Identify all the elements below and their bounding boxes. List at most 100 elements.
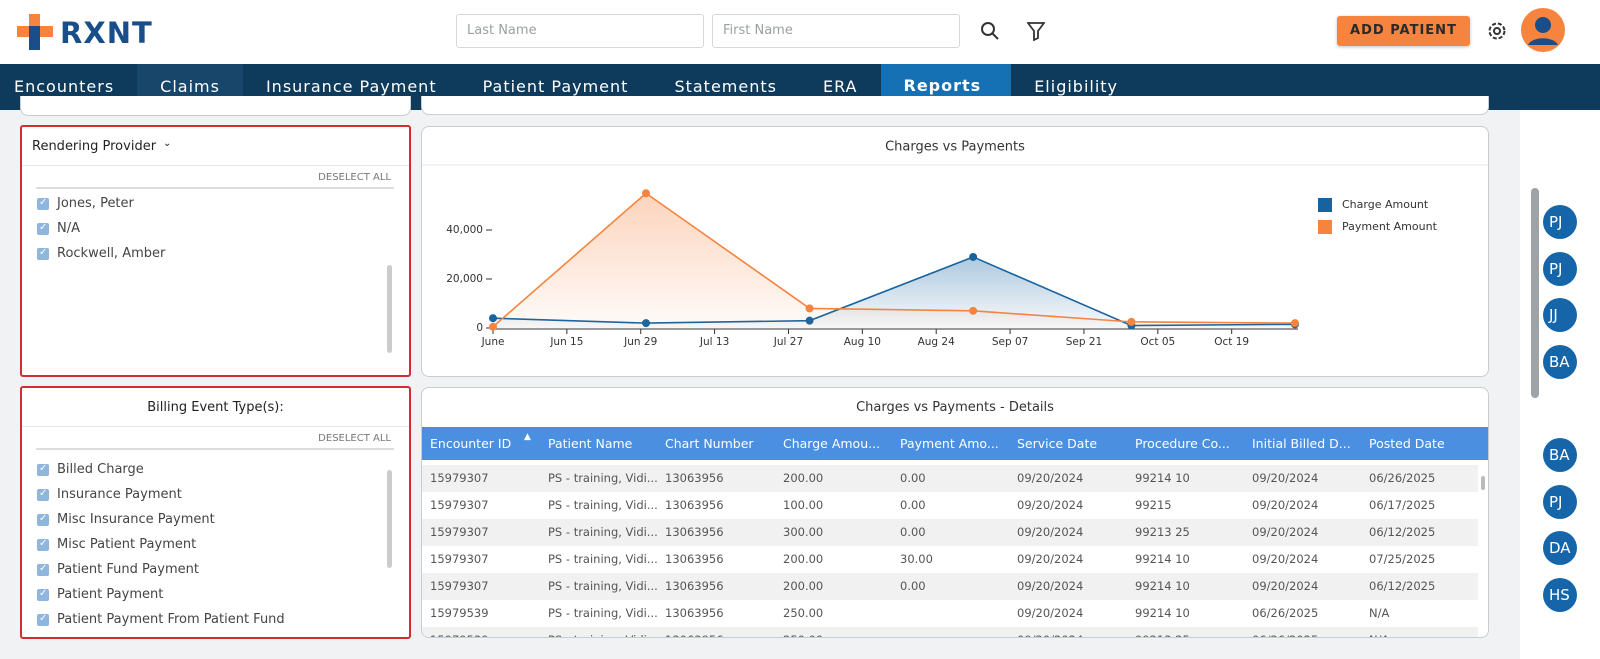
table-cell: 09/20/2024 [1017, 492, 1083, 519]
chart-title: Charges vs Payments [885, 140, 1025, 155]
provider-filter: Rendering Provider ⌄ DESELECT ALL Jones,… [20, 125, 411, 377]
y-tick-label: 40,000 [446, 224, 483, 236]
sort-icon[interactable]: ▲ [524, 421, 531, 454]
checkbox[interactable] [37, 248, 49, 260]
table-cell: 06/26/2025 [1252, 600, 1318, 627]
user-avatar[interactable] [1520, 7, 1566, 53]
table-cell: 0.00 [900, 573, 926, 600]
table-cell: 13063956 [665, 519, 724, 546]
column-header[interactable]: Chart Number [665, 427, 754, 460]
avatar[interactable]: DA [1543, 531, 1577, 565]
table-row[interactable]: 15979307PS - training, Vidi...1306395620… [422, 546, 1478, 573]
table-cell: 09/20/2024 [1252, 465, 1318, 492]
table-cell: 0.00 [900, 465, 926, 492]
table-cell: 06/12/2025 [1369, 519, 1435, 546]
checkbox-item[interactable]: Patient Fund Payment [37, 557, 285, 582]
point [1291, 319, 1299, 327]
checkbox-item[interactable]: Patient Payment [37, 582, 285, 607]
table-title: Charges vs Payments - Details [422, 400, 1488, 415]
deselect-all[interactable]: DESELECT ALL [318, 172, 391, 183]
checkbox-label: Misc Patient Payment [57, 537, 196, 552]
avatar[interactable]: BA [1543, 345, 1577, 379]
sidebar-scrollbar[interactable] [1531, 188, 1539, 398]
first-name-input[interactable]: First Name [712, 14, 960, 48]
table-cell: 99213 25 [1135, 627, 1190, 637]
avatar[interactable]: BA [1543, 438, 1577, 472]
table-row[interactable]: 15979307PS - training, Vidi...1306395630… [422, 519, 1478, 546]
deselect-all[interactable]: DESELECT ALL [318, 433, 391, 444]
search-icon[interactable] [980, 21, 1000, 41]
checkbox-item[interactable]: Misc Patient Payment [37, 532, 285, 557]
x-tick-label: Jul 27 [773, 336, 803, 348]
checkbox-item[interactable]: Rockwell, Amber [37, 241, 165, 266]
table-row[interactable]: 15979307PS - training, Vidi...1306395620… [422, 573, 1478, 600]
checkbox[interactable] [37, 464, 49, 476]
scrollbar[interactable] [1481, 476, 1485, 490]
table-cell: 15979539 [430, 627, 489, 637]
column-header[interactable]: Service Date [1017, 427, 1097, 460]
table-cell: 15979307 [430, 573, 489, 600]
dropdown-caret[interactable]: ⌄ [163, 138, 171, 149]
table-cell: 200.00 [783, 546, 823, 573]
table-row[interactable]: 15979307PS - training, Vidi...1306395610… [422, 492, 1478, 519]
checkbox-item[interactable]: Insurance Payment [37, 482, 285, 507]
avatar[interactable]: PJ [1543, 205, 1577, 239]
table-cell: 15979539 [430, 600, 489, 627]
avatar[interactable]: PJ [1543, 485, 1577, 519]
column-header[interactable]: Encounter ID [430, 427, 511, 460]
sidebar [1520, 110, 1600, 659]
table-cell: PS - training, Vidi... [548, 600, 658, 627]
checkbox[interactable] [37, 198, 49, 210]
table-cell: 250.00 [783, 600, 823, 627]
checkbox-item[interactable]: N/A [37, 216, 165, 241]
x-tick-label: Jun 15 [549, 336, 583, 348]
column-header[interactable]: Payment Amo... [900, 427, 999, 460]
column-header[interactable]: Patient Name [548, 427, 632, 460]
last-name-input[interactable]: Last Name [456, 14, 704, 48]
checkbox-item[interactable]: Billed Charge [37, 457, 285, 482]
checkbox-item[interactable]: Patient Payment From Patient Fund [37, 607, 285, 632]
filter-title[interactable]: Rendering Provider [32, 139, 156, 154]
checkbox[interactable] [37, 589, 49, 601]
checkbox[interactable] [37, 564, 49, 576]
x-tick-label: Jul 13 [699, 336, 729, 348]
column-header[interactable]: Posted Date [1369, 427, 1445, 460]
scrollbar[interactable] [387, 470, 392, 568]
x-tick-label: Oct 05 [1140, 336, 1175, 348]
checkbox[interactable] [37, 539, 49, 551]
table-cell: 06/17/2025 [1369, 492, 1435, 519]
filter-icon[interactable] [1027, 21, 1045, 41]
table-cell: 09/20/2024 [1017, 546, 1083, 573]
table-cell: 15979307 [430, 492, 489, 519]
point [1127, 318, 1135, 326]
point [806, 304, 814, 312]
checkbox[interactable] [37, 514, 49, 526]
table-cell: 99214 10 [1135, 600, 1190, 627]
table-cell: 30.00 [900, 546, 933, 573]
avatar[interactable]: JJ [1543, 298, 1577, 332]
table-row[interactable]: 15979539PS - training, Vidi...1306395625… [422, 600, 1478, 627]
checkbox[interactable] [37, 489, 49, 501]
table-cell: PS - training, Vidi... [548, 465, 658, 492]
table-row[interactable]: 15979307PS - training, Vidi...1306395620… [422, 465, 1478, 492]
checkbox-item[interactable]: Misc Insurance Payment [37, 507, 285, 532]
checkbox[interactable] [37, 614, 49, 626]
legend-swatch [1318, 220, 1332, 234]
table-cell: 13063956 [665, 465, 724, 492]
avatar[interactable]: HS [1543, 578, 1577, 612]
add-patient-button[interactable]: ADD PATIENT [1337, 16, 1470, 46]
checkbox-label: N/A [57, 221, 80, 236]
checkbox-label: Rockwell, Amber [57, 246, 165, 261]
logo: RXNT [60, 16, 153, 50]
checkbox-item[interactable]: Jones, Peter [37, 191, 165, 216]
column-header[interactable]: Procedure Co... [1135, 427, 1230, 460]
column-header[interactable]: Charge Amou... [783, 427, 880, 460]
avatar[interactable]: PJ [1543, 252, 1577, 286]
column-header[interactable]: Initial Billed D... [1252, 427, 1351, 460]
point [489, 314, 497, 322]
table-row[interactable]: 15979539PS - training, Vidi...1306395625… [422, 627, 1478, 637]
settings-icon[interactable] [1486, 20, 1508, 42]
checkbox[interactable] [37, 223, 49, 235]
table-cell: 15979307 [430, 465, 489, 492]
scrollbar[interactable] [387, 265, 392, 353]
